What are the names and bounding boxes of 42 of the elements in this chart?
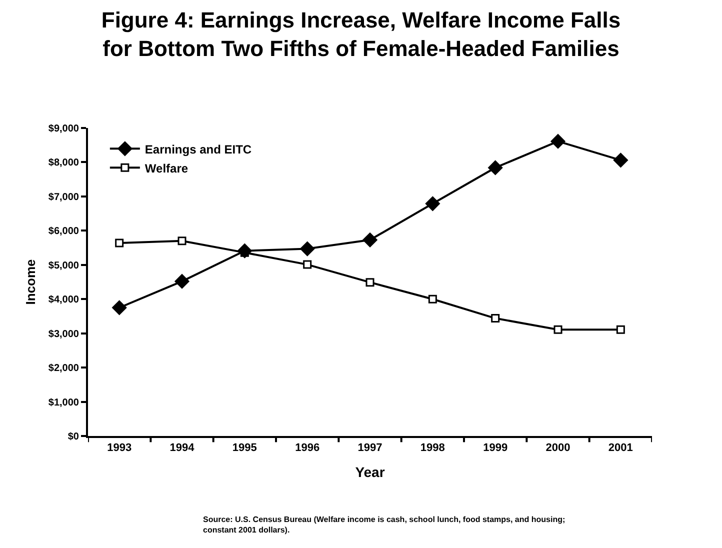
- x-tick-label: 1995: [232, 442, 257, 454]
- point: [550, 134, 566, 149]
- chart-title: Figure 4: Earnings Increase, Welfare Income Falls for Bottom Two Fifths of Female-Headed Families: [101, 7, 621, 61]
- y-tick-label: $5,000: [48, 260, 80, 272]
- point: [491, 314, 500, 323]
- y-tick-label: $3,000: [48, 328, 80, 340]
- point: [554, 325, 562, 334]
- y-tick-label: $2,000: [48, 363, 80, 374]
- point: [237, 244, 252, 258]
- point: [428, 294, 437, 304]
- x-tick-label: 1997: [358, 442, 382, 454]
- point: [303, 260, 312, 269]
- point: [115, 238, 124, 248]
- x-tick-label: 1994: [170, 442, 196, 454]
- x-tick-label: 1996: [295, 442, 320, 454]
- y-tick-label: $6,000: [48, 226, 80, 238]
- point: [616, 325, 625, 334]
- x-tick-label: 1993: [107, 442, 132, 454]
- point: [613, 152, 628, 168]
- point: [366, 278, 374, 287]
- x-tick-label: 2001: [608, 442, 633, 454]
- y-tick-label: $8,000: [48, 158, 80, 169]
- point: [362, 232, 378, 248]
- source-note: Source: U.S. Census Bureau (Welfare income is cash, school lunch, food stamps, and housing; constant 2001 dollars).: [203, 515, 566, 534]
- y-tick-label: $1,000: [48, 397, 80, 408]
- y-axis-title: Income: [22, 259, 38, 305]
- y-tick-label: $0: [68, 432, 80, 442]
- point: [178, 236, 186, 246]
- y-tick-label: $9,000: [48, 124, 80, 134]
- point: [488, 160, 503, 175]
- x-tick-label: 1999: [483, 442, 508, 454]
- y-tick-label: $7,000: [48, 192, 80, 203]
- x-tick-label: 2000: [546, 442, 570, 454]
- point: [174, 274, 190, 289]
- x-tick-label: 1998: [420, 442, 445, 454]
- point: [425, 196, 440, 211]
- point: [112, 300, 127, 315]
- y-tick-label: $4,000: [48, 294, 80, 306]
- x-axis-title: Year: [355, 464, 386, 480]
- legend-label: Welfare: [144, 161, 188, 176]
- point: [300, 242, 315, 256]
- legend-label: Earnings and EITC: [144, 142, 252, 156]
